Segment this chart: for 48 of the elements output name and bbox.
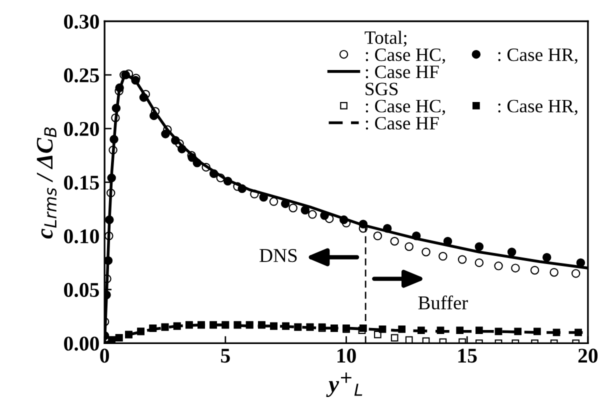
x-tick-label: 10 — [338, 348, 356, 363]
point — [390, 236, 399, 246]
legend-label: : Case HR, — [498, 100, 578, 116]
legend-label: : Case HR, — [498, 48, 578, 64]
x-tick-label: 0 — [100, 348, 109, 363]
x-tick-label: 5 — [221, 348, 230, 363]
y-tick-label: 0.20 — [64, 122, 99, 136]
point — [550, 268, 558, 277]
annotation: DNS — [260, 249, 297, 262]
point — [308, 210, 317, 219]
y-tick-label: 0.25 — [64, 68, 99, 82]
point — [422, 248, 430, 256]
point — [458, 255, 467, 264]
legend-label: : Case HC, — [366, 100, 445, 116]
point — [269, 197, 278, 206]
y-tick-label: 0.05 — [64, 282, 99, 298]
y-tick-label: 0.10 — [64, 229, 99, 244]
point — [373, 232, 382, 240]
point — [300, 206, 310, 215]
legend-label: : Case HF — [366, 66, 439, 78]
x-axis-title: y$^{+}$$_{L}$ — [326, 372, 362, 397]
point — [404, 242, 414, 251]
point — [438, 252, 448, 261]
point — [571, 269, 580, 278]
point — [390, 334, 398, 342]
point — [374, 330, 382, 338]
point — [511, 264, 520, 272]
point — [405, 336, 413, 344]
point — [514, 328, 522, 336]
y-axis-title: c$_{Lrms}$ / ΔC$_{B}$ — [36, 127, 57, 239]
point — [507, 248, 516, 256]
point — [474, 258, 484, 268]
x-tick-label: 15 — [458, 348, 477, 363]
point — [542, 252, 552, 262]
y-tick-label: 0.15 — [64, 176, 99, 190]
point — [474, 242, 484, 251]
point — [288, 204, 298, 212]
annotation: SGS — [366, 82, 398, 96]
point — [494, 262, 503, 270]
point — [530, 266, 540, 275]
legend-label: : Case HC, — [366, 48, 445, 64]
legend-label: : Case HF — [366, 116, 439, 130]
x-tick-label: 20 — [578, 348, 598, 363]
y-tick-label: 0.30 — [64, 14, 99, 29]
annotation: Buffer — [418, 296, 468, 310]
annotation: Total; — [364, 30, 406, 47]
point — [494, 328, 502, 336]
y-tick-label: 0.00 — [64, 336, 99, 351]
